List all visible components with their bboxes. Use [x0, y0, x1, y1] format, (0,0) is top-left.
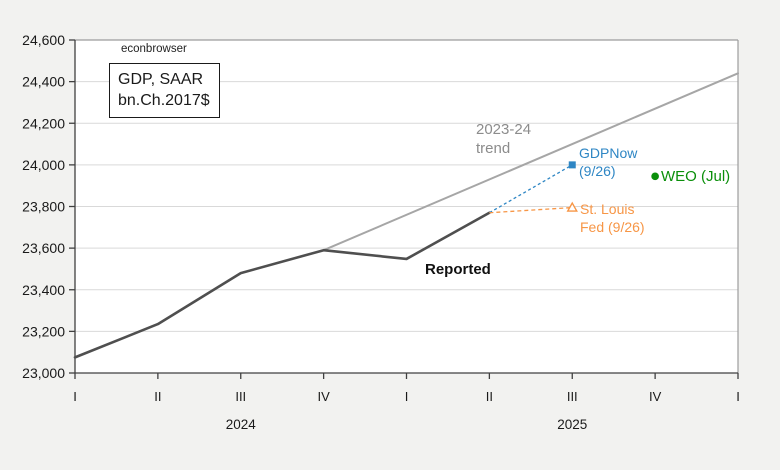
x-axis-label: III — [567, 389, 578, 404]
y-axis-label: 24,200 — [22, 115, 65, 131]
x-axis-label: II — [486, 389, 493, 404]
x-axis-label: I — [405, 389, 409, 404]
stlouis-annotation-line1: St. Louis — [580, 201, 635, 217]
stlouis-annotation-line2: Fed (9/26) — [580, 218, 645, 235]
y-axis-label: 23,600 — [22, 240, 65, 256]
gdpnow-annotation-line2: (9/26) — [579, 162, 616, 179]
x-axis-label: II — [154, 389, 161, 404]
y-axis-label: 23,800 — [22, 199, 65, 215]
y-axis-label: 23,000 — [22, 365, 65, 381]
trend-annotation-line2: trend — [476, 139, 511, 157]
gdpnow-marker — [568, 161, 576, 169]
chart-title-line2: bn.Ch.2017$ — [118, 92, 210, 109]
x-year-label: 2024 — [226, 417, 257, 432]
watermark-text: econbrowser — [121, 43, 187, 55]
stlouis-marker — [566, 201, 578, 212]
y-axis-label: 23,200 — [22, 323, 65, 339]
stlouis-annotation: St. Louis Fed (9/26) — [580, 201, 645, 236]
y-axis-label: 23,400 — [22, 282, 65, 298]
x-axis-label: IV — [317, 389, 330, 404]
trend-line — [322, 72, 739, 252]
x-axis-label: I — [736, 389, 740, 404]
chart-title-line1: GDP, SAAR — [118, 71, 204, 88]
reported-line — [73, 211, 491, 359]
x-year-label: 2025 — [557, 417, 587, 432]
x-axis-label: III — [235, 389, 246, 404]
weo-marker — [651, 172, 659, 181]
y-axis-label: 24,400 — [22, 74, 65, 90]
y-axis-label: 24,600 — [22, 32, 65, 48]
trend-annotation: 2023-24 trend — [476, 121, 531, 158]
weo-annotation: WEO (Jul) — [661, 168, 731, 185]
y-axis-label: 24,000 — [22, 157, 65, 173]
gdpnow-annotation: GDPNow (9/26) — [579, 145, 637, 180]
chart-title-box: GDP, SAAR bn.Ch.2017$ — [109, 63, 220, 118]
x-axis-label: IV — [649, 389, 662, 404]
x-axis-label: I — [73, 389, 77, 404]
trend-annotation-line1: 2023-24 — [476, 121, 532, 138]
gdpnow-connector-line — [489, 164, 573, 214]
gdpnow-annotation-line1: GDPNow — [579, 145, 638, 161]
reported-annotation: Reported — [425, 261, 491, 278]
